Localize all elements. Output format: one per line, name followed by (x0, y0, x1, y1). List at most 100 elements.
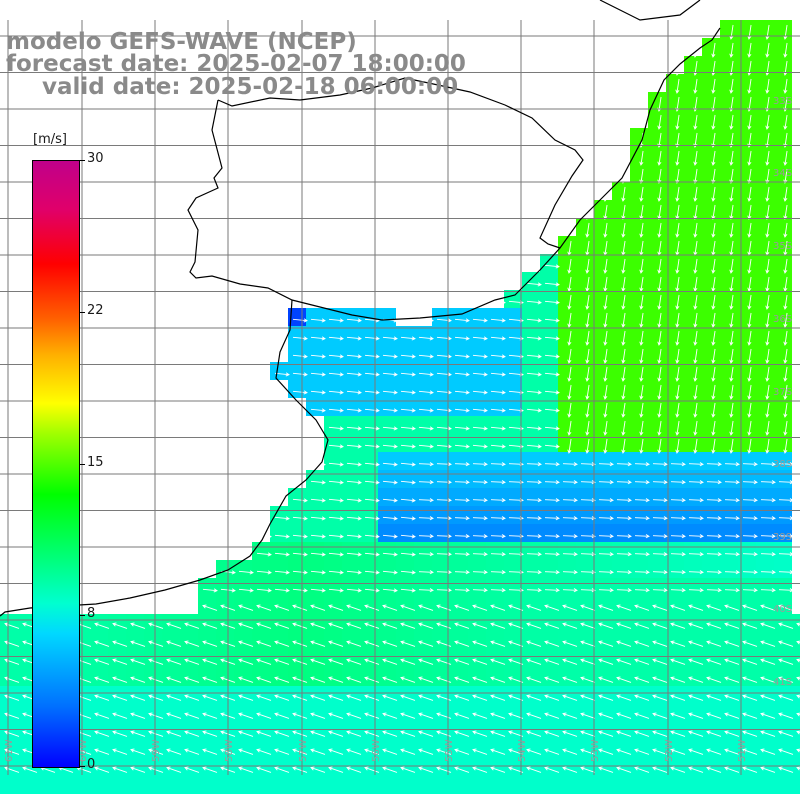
wind-arrow-icon (711, 150, 716, 166)
wind-arrow-icon (310, 498, 326, 503)
wind-speed-cell (324, 722, 342, 740)
wind-speed-cell (504, 740, 522, 758)
wind-arrow-icon (747, 186, 752, 202)
wind-speed-cell (360, 326, 378, 344)
wind-arrow-icon (562, 640, 578, 647)
wind-speed-cell (432, 344, 450, 362)
wind-speed-cell (432, 668, 450, 686)
wind-speed-cell (306, 632, 324, 650)
wind-speed-cell (306, 740, 324, 758)
wind-speed-cell (630, 272, 648, 290)
wind-speed-cell (306, 542, 324, 560)
wind-speed-cell (180, 632, 198, 650)
wind-arrow-icon (436, 640, 452, 647)
wind-arrow-icon (400, 408, 416, 413)
wind-speed-cell (774, 470, 792, 488)
wind-speed-cell (576, 416, 594, 434)
wind-speed-cell (756, 128, 774, 146)
wind-speed-cell (90, 776, 108, 794)
wind-speed-cell (666, 290, 684, 308)
wind-speed-cell (504, 668, 522, 686)
wind-arrow-icon (4, 712, 20, 719)
wind-speed-cell (684, 578, 702, 596)
wind-arrow-icon (675, 294, 680, 310)
wind-arrow-icon (675, 186, 680, 202)
wind-arrow-icon (657, 258, 662, 274)
wind-arrow-icon (616, 748, 632, 755)
wind-speed-cell (774, 308, 792, 326)
wind-speed-cell (792, 704, 800, 722)
longitude-label: 51W (737, 739, 748, 762)
wind-arrow-icon (670, 676, 686, 683)
wind-arrow-icon (580, 552, 596, 557)
wind-arrow-icon (567, 438, 572, 454)
wind-arrow-icon (675, 168, 680, 184)
wind-speed-cell (414, 524, 432, 542)
wind-speed-cell (360, 578, 378, 596)
wind-speed-cell (468, 488, 486, 506)
wind-speed-cell (630, 362, 648, 380)
wind-arrow-icon (742, 480, 758, 485)
wind-arrow-icon (238, 712, 254, 719)
wind-arrow-icon (652, 534, 668, 539)
wind-speed-cell (342, 740, 360, 758)
wind-speed-cell (90, 668, 108, 686)
wind-speed-cell (18, 668, 36, 686)
wind-speed-cell (432, 704, 450, 722)
wind-arrow-icon (418, 354, 434, 359)
wind-arrow-icon (652, 622, 668, 629)
wind-speed-cell (792, 740, 800, 758)
wind-speed-cell (738, 632, 756, 650)
wind-speed-cell (666, 254, 684, 272)
wind-speed-cell (540, 470, 558, 488)
longitude-label: 54W (517, 739, 528, 762)
wind-speed-cell (684, 128, 702, 146)
wind-speed-cell (144, 614, 162, 632)
wind-arrow-icon (364, 354, 380, 359)
wind-arrow-icon (472, 552, 488, 557)
wind-speed-cell (774, 632, 792, 650)
wind-speed-cell (774, 236, 792, 254)
wind-speed-cell (774, 128, 792, 146)
wind-arrow-icon (454, 552, 470, 557)
wind-arrow-icon (652, 640, 668, 647)
wind-speed-cell (378, 308, 396, 326)
wind-arrow-icon (711, 438, 716, 454)
wind-speed-cell (360, 452, 378, 470)
wind-speed-cell (450, 470, 468, 488)
wind-speed-cell (720, 164, 738, 182)
wind-speed-cell (126, 632, 144, 650)
wind-speed-cell (612, 290, 630, 308)
wind-arrow-icon (346, 498, 362, 503)
wind-arrow-icon (346, 480, 362, 485)
wind-speed-cell (144, 758, 162, 776)
wind-speed-cell (216, 632, 234, 650)
wind-speed-cell (540, 704, 558, 722)
wind-speed-cell (702, 614, 720, 632)
wind-speed-cell (756, 632, 774, 650)
wind-arrow-icon (603, 222, 608, 238)
wind-arrow-icon (760, 498, 776, 503)
wind-speed-cell (594, 740, 612, 758)
wind-arrow-icon (526, 480, 542, 485)
wind-arrow-icon (400, 748, 416, 755)
wind-speed-cell (522, 776, 540, 794)
wind-speed-cell (720, 740, 738, 758)
wind-arrow-icon (652, 516, 668, 521)
wind-speed-cell (360, 308, 378, 326)
wind-speed-cell (684, 200, 702, 218)
wind-arrow-icon (567, 294, 572, 310)
wind-arrow-icon (657, 402, 662, 418)
wind-speed-cell (468, 614, 486, 632)
wind-arrow-icon (688, 552, 704, 557)
wind-speed-cell (180, 758, 198, 776)
wind-arrow-icon (634, 622, 650, 629)
wind-speed-cell (648, 110, 666, 128)
wind-speed-cell (774, 560, 792, 578)
wind-speed-cell (522, 524, 540, 542)
wind-speed-cell (576, 722, 594, 740)
wind-speed-cell (756, 704, 774, 722)
wind-speed-cell (414, 344, 432, 362)
wind-arrow-icon (603, 384, 608, 400)
wind-speed-cell (756, 470, 774, 488)
